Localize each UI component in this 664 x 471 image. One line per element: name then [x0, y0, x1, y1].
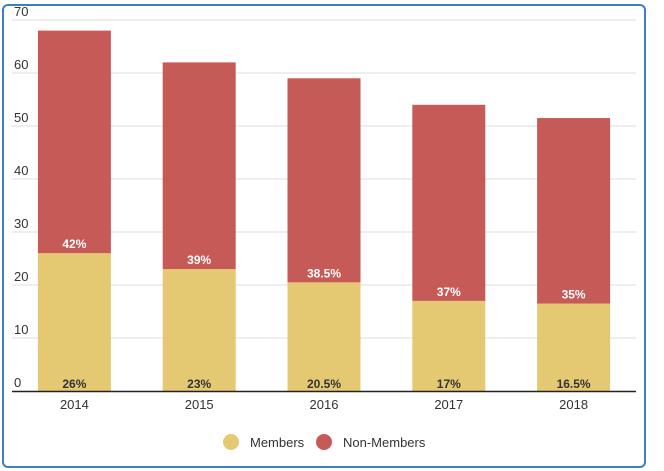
data-label-members: 16.5%	[557, 377, 591, 391]
bar-members	[412, 300, 486, 391]
data-label-members: 26%	[62, 377, 86, 391]
x-tick-label: 2017	[434, 397, 463, 412]
data-label-members: 17%	[437, 377, 461, 391]
data-label-non-members: 42%	[62, 237, 86, 251]
y-tick-label: 0	[14, 375, 21, 390]
bar-non-members	[287, 78, 361, 283]
data-label-non-members: 38.5%	[307, 266, 341, 280]
data-label-non-members: 37%	[437, 285, 461, 299]
chart-frame: 0 10 20 30 40 50 60 70 26% 42% 2014 23% 39% 2015 20.5%…	[2, 4, 646, 468]
legend-non-members-label: Non-Members	[343, 435, 426, 450]
bar-non-members	[162, 62, 236, 270]
y-tick-label: 60	[14, 57, 28, 72]
bar-non-members	[412, 104, 486, 301]
legend-members-label: Members	[250, 435, 305, 450]
data-label-members: 20.5%	[307, 377, 341, 391]
data-label-non-members: 35%	[562, 288, 586, 302]
x-tick-label: 2014	[60, 397, 89, 412]
legend-members-swatch	[223, 434, 239, 450]
y-tick-label: 20	[14, 269, 28, 284]
y-tick-label: 30	[14, 216, 28, 231]
data-label-non-members: 39%	[187, 253, 211, 267]
bar-non-members	[537, 118, 611, 304]
x-tick-label: 2015	[185, 397, 214, 412]
bar-members	[162, 269, 236, 391]
stacked-bar-chart: 0 10 20 30 40 50 60 70 26% 42% 2014 23% 39% 2015 20.5%…	[12, 6, 636, 450]
bar-members	[287, 282, 361, 391]
legend-non-members-swatch	[316, 434, 332, 450]
y-tick-label: 50	[14, 110, 28, 125]
bar-members	[537, 303, 611, 391]
bar-members	[37, 253, 111, 391]
x-tick-label: 2018	[559, 397, 588, 412]
y-tick-label: 70	[14, 6, 28, 19]
y-tick-label: 10	[14, 322, 28, 337]
data-label-members: 23%	[187, 377, 211, 391]
x-tick-label: 2016	[310, 397, 339, 412]
y-tick-label: 40	[14, 163, 28, 178]
bar-non-members	[37, 30, 111, 254]
